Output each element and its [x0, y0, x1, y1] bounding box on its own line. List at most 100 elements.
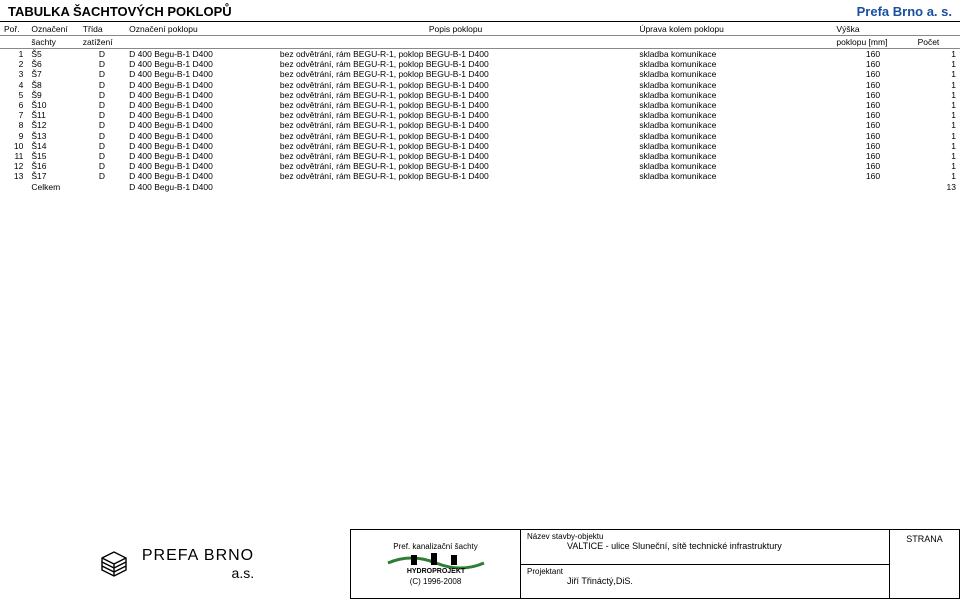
cell-pocet: 1 [914, 110, 960, 120]
cell-vyska: 160 [832, 90, 913, 100]
cell-trida: D [79, 110, 125, 120]
cell-por: 1 [0, 49, 27, 60]
strana-label: STRANA [906, 534, 943, 544]
cell-sachta: Š9 [27, 90, 78, 100]
footer-hydroprojekt-block: Pref. kanalizační šachty HYDROPROJEKT (C… [350, 529, 520, 599]
cell-pocet: 1 [914, 131, 960, 141]
table-row: 9Š13DD 400 Begu-B-1 D400bez odvětrání, r… [0, 131, 960, 141]
hdr-por: Poř. [0, 22, 27, 36]
cell-trida: D [79, 59, 125, 69]
cell-trida: D [79, 151, 125, 161]
cell-sachta: Š17 [27, 171, 78, 181]
prefa-logo-icon [96, 546, 132, 582]
hp-top-text: Pref. kanalizační šachty [393, 542, 477, 551]
cell-por: 13 [0, 171, 27, 181]
cell-vyska: 160 [832, 49, 913, 60]
cell-por: 10 [0, 141, 27, 151]
footer: PREFA BRNO a.s. Pref. kanalizační šachty… [0, 529, 960, 599]
hdr-oznaceni: Označení [27, 22, 78, 36]
cell-uprava: skladba komunikace [635, 161, 832, 171]
cell-uprava: skladba komunikace [635, 49, 832, 60]
cell-vyska: 160 [832, 59, 913, 69]
cell-por: 12 [0, 161, 27, 171]
cell-trida: D [79, 171, 125, 181]
cell-oznac: D 400 Begu-B-1 D400 [125, 131, 276, 141]
cell-sachta: Š13 [27, 131, 78, 141]
cell-uprava: skladba komunikace [635, 80, 832, 90]
total-label: Celkem [27, 181, 78, 192]
cell-sachta: Š12 [27, 120, 78, 130]
cell-trida: D [79, 161, 125, 171]
cell-uprava: skladba komunikace [635, 141, 832, 151]
nazev-cell: Název stavby-objektu VALTICE - ulice Slu… [521, 530, 889, 565]
cell-uprava: skladba komunikace [635, 90, 832, 100]
cell-trida: D [79, 100, 125, 110]
cell-popis: bez odvětrání, rám BEGU-R-1, poklop BEGU… [276, 141, 635, 151]
hdr-trida: Třída [79, 22, 125, 36]
header-row-1: Poř. Označení Třída Označení poklopu Pop… [0, 22, 960, 36]
cell-sachta: Š14 [27, 141, 78, 151]
hdr-zatizeni: zatížení [79, 36, 125, 49]
cell-pocet: 1 [914, 100, 960, 110]
cell-pocet: 1 [914, 80, 960, 90]
cell-vyska: 160 [832, 151, 913, 161]
cell-popis: bez odvětrání, rám BEGU-R-1, poklop BEGU… [276, 110, 635, 120]
table-row: 2Š6DD 400 Begu-B-1 D400bez odvětrání, rá… [0, 59, 960, 69]
cell-trida: D [79, 69, 125, 79]
cell-popis: bez odvětrání, rám BEGU-R-1, poklop BEGU… [276, 171, 635, 181]
prefa-line1: PREFA BRNO [142, 547, 254, 565]
cell-sachta: Š11 [27, 110, 78, 120]
projektant-value: Jiří Třináctý,DiS. [527, 576, 883, 586]
cell-trida: D [79, 90, 125, 100]
table-row: 5Š9DD 400 Begu-B-1 D400bez odvětrání, rá… [0, 90, 960, 100]
cell-oznac: D 400 Begu-B-1 D400 [125, 90, 276, 100]
cell-trida: D [79, 141, 125, 151]
table-row: 10Š14DD 400 Begu-B-1 D400bez odvětrání, … [0, 141, 960, 151]
cell-por: 2 [0, 59, 27, 69]
hdr-popis: Popis poklopu [276, 22, 635, 36]
projektant-cell: Projektant Jiří Třináctý,DiS. [521, 565, 889, 599]
cell-sachta: Š8 [27, 80, 78, 90]
cell-trida: D [79, 131, 125, 141]
cell-uprava: skladba komunikace [635, 69, 832, 79]
table-row: 6Š10DD 400 Begu-B-1 D400bez odvětrání, r… [0, 100, 960, 110]
footer-info-col: Název stavby-objektu VALTICE - ulice Slu… [521, 530, 889, 598]
cell-popis: bez odvětrání, rám BEGU-R-1, poklop BEGU… [276, 151, 635, 161]
strana-cell: STRANA [889, 530, 959, 598]
table-row: 8Š12DD 400 Begu-B-1 D400bez odvětrání, r… [0, 120, 960, 130]
cell-popis: bez odvětrání, rám BEGU-R-1, poklop BEGU… [276, 90, 635, 100]
table-row: 11Š15DD 400 Begu-B-1 D400bez odvětrání, … [0, 151, 960, 161]
cell-vyska: 160 [832, 100, 913, 110]
company-title: Prefa Brno a. s. [857, 4, 952, 19]
cell-oznac: D 400 Begu-B-1 D400 [125, 151, 276, 161]
cell-trida: D [79, 80, 125, 90]
total-pocet: 13 [914, 181, 960, 192]
hdr-vyska-mm: poklopu [mm] [832, 36, 913, 49]
hdr-pocet2: Počet [914, 36, 960, 49]
cell-por: 11 [0, 151, 27, 161]
projektant-label: Projektant [527, 567, 883, 576]
cell-vyska: 160 [832, 131, 913, 141]
table-total-row: CelkemD 400 Begu-B-1 D40013 [0, 181, 960, 192]
cell-vyska: 160 [832, 120, 913, 130]
title-bar: TABULKA ŠACHTOVÝCH POKLOPŮ Prefa Brno a.… [0, 0, 960, 22]
cell-popis: bez odvětrání, rám BEGU-R-1, poklop BEGU… [276, 59, 635, 69]
cell-por: 8 [0, 120, 27, 130]
cell-sachta: Š5 [27, 49, 78, 60]
cell-popis: bez odvětrání, rám BEGU-R-1, poklop BEGU… [276, 161, 635, 171]
cell-sachta: Š7 [27, 69, 78, 79]
cell-pocet: 1 [914, 90, 960, 100]
cell-pocet: 1 [914, 49, 960, 60]
cell-oznac: D 400 Begu-B-1 D400 [125, 59, 276, 69]
cell-oznac: D 400 Begu-B-1 D400 [125, 49, 276, 60]
footer-prefa-block: PREFA BRNO a.s. [0, 529, 350, 599]
cell-sachta: Š16 [27, 161, 78, 171]
nazev-value: VALTICE - ulice Sluneční, sítě technické… [527, 541, 883, 551]
cell-por: 9 [0, 131, 27, 141]
header-row-2: šachty zatížení poklopu [mm] Počet [0, 36, 960, 49]
cell-pocet: 1 [914, 120, 960, 130]
hp-copyright: (C) 1996-2008 [410, 577, 462, 586]
table-row: 3Š7DD 400 Begu-B-1 D400bez odvětrání, rá… [0, 69, 960, 79]
table-row: 1Š5DD 400 Begu-B-1 D400bez odvětrání, rá… [0, 49, 960, 60]
cell-pocet: 1 [914, 59, 960, 69]
